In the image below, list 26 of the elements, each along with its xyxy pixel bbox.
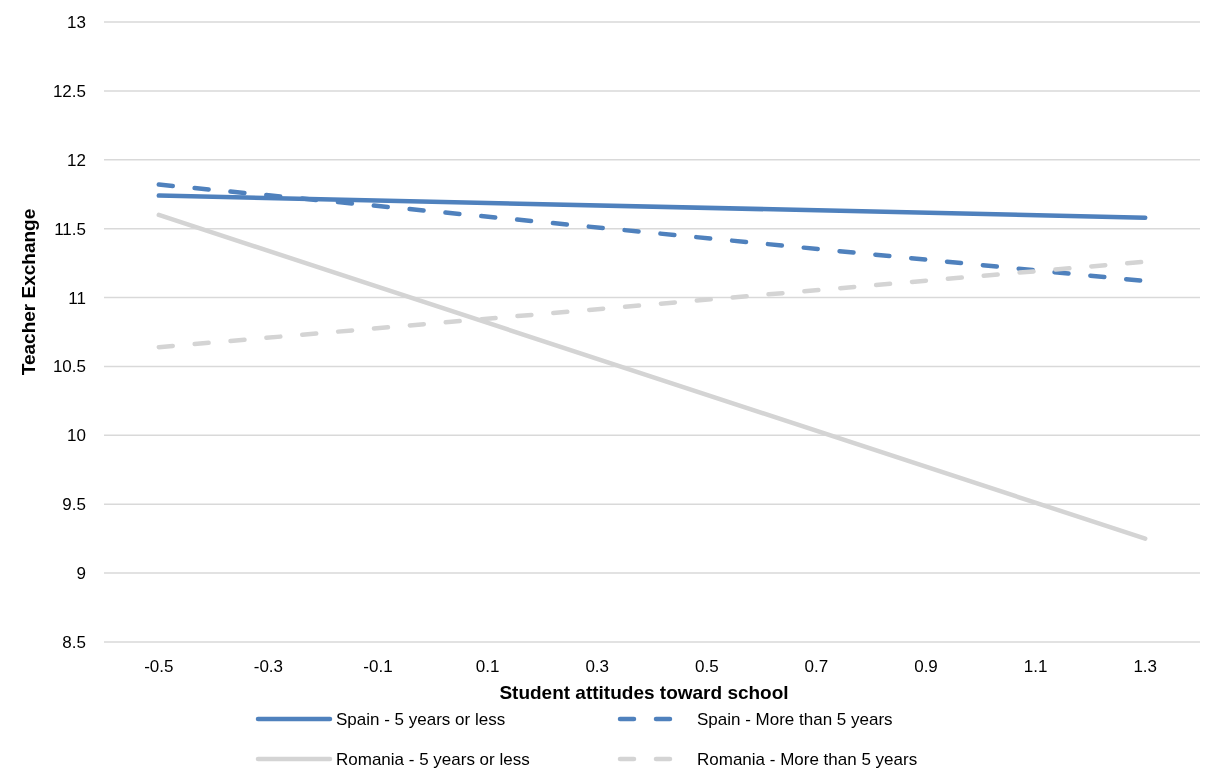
y-tick-label: 10	[67, 426, 86, 446]
x-tick-label: 1.3	[1133, 656, 1158, 676]
x-tick-label: 0.9	[914, 656, 938, 676]
legend-label: Spain - More than 5 years	[697, 709, 893, 729]
y-axis-title: Teacher Exchange	[17, 208, 39, 376]
y-tick-label: 9.5	[62, 495, 86, 515]
y-tick-label: 11	[68, 288, 86, 308]
y-tick-label: 12	[67, 150, 86, 170]
y-tick-label: 11.5	[54, 219, 86, 239]
x-tick-label: 0.3	[585, 656, 610, 676]
y-tick-label: 12.5	[52, 81, 86, 101]
x-tick-label: 0.7	[804, 656, 829, 676]
x-tick-label: 1.1	[1023, 656, 1048, 676]
x-axis-title: Student attitudes toward school	[499, 681, 789, 703]
legend-label: Romania - 5 years or less	[336, 749, 530, 769]
x-tick-label: -0.1	[363, 656, 393, 676]
x-tick-label: -0.5	[144, 656, 174, 676]
x-tick-label: 0.5	[694, 656, 719, 676]
legend-label: Spain - 5 years or less	[336, 709, 506, 729]
legend-label: Romania - More than 5 years	[697, 749, 918, 769]
y-tick-label: 9	[76, 564, 86, 584]
x-tick-label: 0.1	[475, 656, 500, 676]
x-tick-label: -0.3	[253, 656, 284, 676]
y-tick-label: 10.5	[52, 357, 86, 377]
y-tick-label: 13	[67, 12, 86, 32]
y-tick-label: 8.5	[62, 632, 86, 652]
